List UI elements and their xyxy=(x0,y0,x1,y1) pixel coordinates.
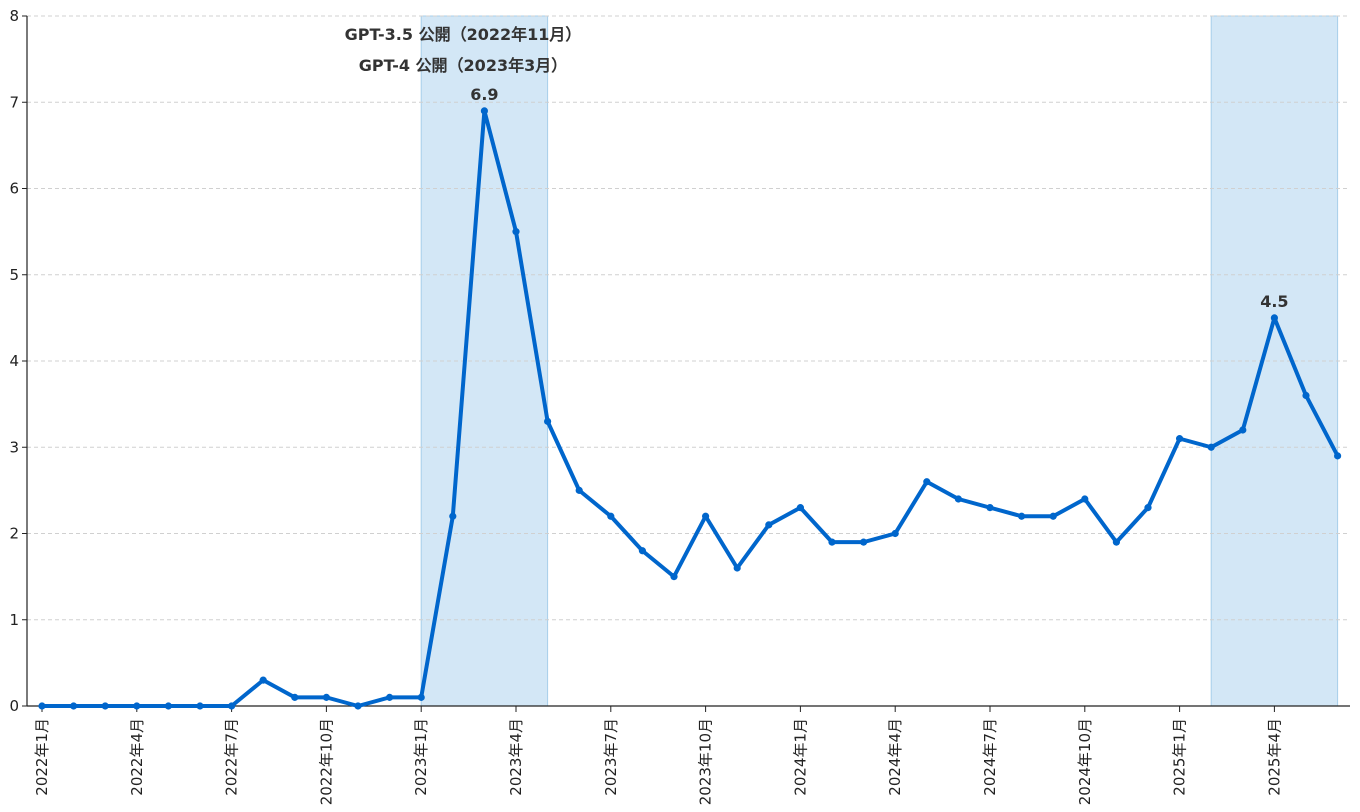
series-line xyxy=(40,108,1340,708)
y-tick-label: 7 xyxy=(9,93,19,111)
data-point xyxy=(70,702,78,710)
data-point xyxy=(638,547,647,555)
data-point xyxy=(1112,538,1120,546)
y-tick-label: 5 xyxy=(9,266,19,284)
data-point xyxy=(386,693,394,701)
data-point xyxy=(1018,512,1026,520)
x-ticks: 2022年1月 2022年4月 2022年7月 2022年10月 2023年1月 2023… xyxy=(33,706,1283,805)
data-point xyxy=(733,564,741,572)
data-point xyxy=(765,521,773,529)
labels: GPT-3.5 公開（2022年11月） GPT-4 公開（2023年3月） 6… xyxy=(345,25,1289,311)
x-tick-label: 2024年1月 xyxy=(791,718,809,796)
x-tick-label: 2022年4月 xyxy=(128,718,146,796)
x-tick-label: 2025年1月 xyxy=(1171,718,1189,796)
data-point xyxy=(1270,314,1278,322)
x-tick-label: 2025年4月 xyxy=(1265,718,1283,796)
data-point xyxy=(860,538,868,546)
data-point xyxy=(512,228,520,236)
data-point xyxy=(38,702,46,710)
y-tick-label: 2 xyxy=(9,525,19,543)
data-point xyxy=(607,512,615,520)
data-point xyxy=(1176,435,1184,443)
data-point xyxy=(259,676,267,684)
y-tick-label: 6 xyxy=(9,180,19,198)
data-point xyxy=(133,702,141,710)
data-point xyxy=(544,417,552,425)
annotation-gpt35: GPT-3.5 公開（2022年11月） xyxy=(345,25,582,44)
data-point xyxy=(101,702,109,710)
data-point xyxy=(986,504,994,512)
data-point xyxy=(891,529,899,538)
data-point xyxy=(796,504,805,512)
y-tick-label: 4 xyxy=(9,352,19,370)
data-point xyxy=(196,702,204,710)
x-tick-label: 2024年10月 xyxy=(1076,718,1094,805)
data-point xyxy=(354,702,362,710)
data-point xyxy=(228,702,236,710)
data-point xyxy=(923,478,931,486)
grid-lines xyxy=(27,15,1350,621)
data-point xyxy=(1049,512,1057,520)
data-point xyxy=(1239,426,1247,434)
data-point xyxy=(954,495,963,503)
y-tick-label: 1 xyxy=(9,611,19,629)
data-point xyxy=(1334,452,1342,460)
data-point xyxy=(1207,443,1215,451)
y-tick-label: 0 xyxy=(9,697,19,715)
x-tick-label: 2022年1月 xyxy=(33,718,51,796)
data-point xyxy=(828,538,836,546)
data-label: 6.9 xyxy=(470,85,498,104)
data-point xyxy=(449,512,457,520)
data-point xyxy=(702,512,710,520)
x-tick-label: 2022年7月 xyxy=(223,718,241,796)
x-tick-label: 2023年1月 xyxy=(412,718,430,796)
data-point xyxy=(575,486,583,494)
data-point xyxy=(1144,504,1152,512)
x-tick-label: 2023年7月 xyxy=(602,718,620,796)
y-tick-label: 8 xyxy=(9,7,19,25)
annotation-gpt4: GPT-4 公開（2023年3月） xyxy=(359,56,567,75)
data-point xyxy=(164,702,172,710)
data-point xyxy=(417,693,425,701)
x-tick-label: 2024年7月 xyxy=(981,718,999,796)
x-tick-label: 2022年10月 xyxy=(317,718,335,805)
data-point xyxy=(322,693,330,701)
data-point xyxy=(1302,391,1310,400)
y-tick-label: 3 xyxy=(9,438,19,456)
data-point xyxy=(670,573,678,581)
data-point xyxy=(291,693,299,701)
x-tick-label: 2023年4月 xyxy=(507,718,525,796)
y-ticks: 0 1 2 3 4 5 6 7 8 xyxy=(9,7,27,715)
data-label: 4.5 xyxy=(1260,292,1288,311)
data-point xyxy=(480,107,488,115)
series xyxy=(38,107,1342,710)
x-tick-label: 2024年4月 xyxy=(886,718,904,796)
x-tick-label: 2023年10月 xyxy=(697,718,715,805)
data-point xyxy=(1081,495,1089,503)
shaded-ranges xyxy=(420,15,1339,707)
